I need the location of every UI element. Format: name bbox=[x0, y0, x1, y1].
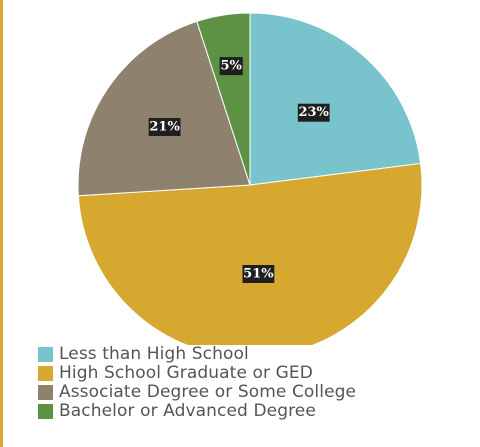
left-accent-rule bbox=[0, 0, 3, 447]
legend-swatch bbox=[38, 385, 53, 400]
legend-label: Bachelor or Advanced Degree bbox=[59, 401, 316, 421]
pie-label-box-associate-degree-or-some-college bbox=[148, 118, 181, 136]
pie-slice-less-than-high-school bbox=[249, 12, 422, 186]
legend-item-less-than-high-school: Less than High School bbox=[38, 345, 478, 364]
pie-label-box-bachelor-or-advanced-degree bbox=[219, 57, 243, 76]
legend-item-bachelor-or-advanced-degree: Bachelor or Advanced Degree bbox=[38, 402, 478, 421]
legend-label: Less than High School bbox=[59, 344, 249, 364]
pie-label-high-school-graduate-or-ged: 51% bbox=[243, 267, 274, 282]
pie-label-associate-degree-or-some-college: 21% bbox=[149, 120, 180, 135]
legend-label: High School Graduate or GED bbox=[59, 363, 313, 383]
pie-label-box-high-school-graduate-or-ged bbox=[242, 265, 275, 283]
pie-label-less-than-high-school: 23% bbox=[298, 105, 329, 120]
legend-swatch bbox=[38, 366, 53, 381]
legend-swatch bbox=[38, 404, 53, 419]
legend-label: Associate Degree or Some College bbox=[59, 382, 357, 402]
chart-legend: Less than High School High School Graduat… bbox=[38, 345, 478, 421]
pie-chart: 23% 51% 21% 5% bbox=[77, 12, 423, 345]
pie-label-bachelor-or-advanced-degree: 5% bbox=[220, 59, 242, 74]
legend-swatch bbox=[38, 347, 53, 362]
pie-slice-bachelor-or-advanced-degree bbox=[196, 12, 251, 186]
pie-slice-high-school-graduate-or-ged bbox=[77, 162, 423, 345]
pie-label-box-less-than-high-school bbox=[297, 103, 330, 122]
legend-item-high-school-graduate-or-ged: High School Graduate or GED bbox=[38, 364, 478, 383]
pie-slice-associate-degree-or-some-college bbox=[77, 20, 251, 197]
legend-item-associate-degree-or-some-college: Associate Degree or Some College bbox=[38, 383, 478, 402]
pie-chart-svg: 23% 51% 21% 5% bbox=[77, 12, 423, 345]
